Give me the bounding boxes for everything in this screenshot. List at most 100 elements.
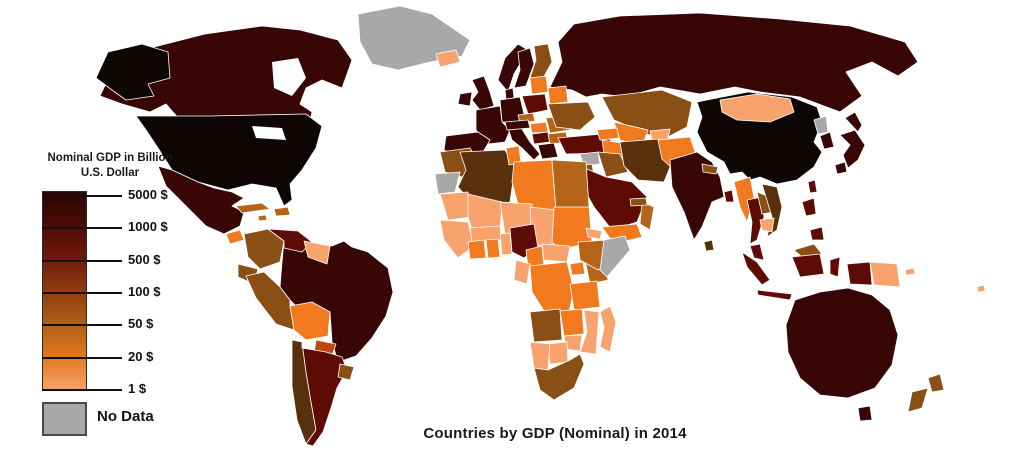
country-brazil (279, 240, 394, 363)
country-japan-honshu (839, 129, 866, 169)
legend-tick-label: 50 $ (128, 316, 154, 332)
country-hispaniola (273, 206, 291, 217)
country-united-kingdom (471, 75, 495, 111)
country-uganda (569, 261, 586, 276)
country-sudan (551, 206, 593, 251)
country-philippines-mindanao (809, 226, 825, 241)
country-mongolia (719, 93, 795, 123)
country-western-sahara (434, 171, 461, 195)
country-iceland (435, 49, 461, 68)
country-dr-congo (529, 261, 575, 315)
country-japan-kyushu (834, 161, 848, 175)
country-madagascar (599, 305, 617, 353)
country-sri-lanka (703, 239, 715, 252)
country-alaska-united-states (95, 43, 171, 101)
legend-tick-label: 100 $ (128, 283, 161, 299)
country-argentina (301, 341, 348, 447)
country-greece (537, 142, 559, 160)
country-guyana-suriname (303, 240, 331, 265)
country-ireland (457, 91, 473, 107)
country-serbia-balkans (531, 131, 551, 145)
country-angola (529, 308, 563, 343)
country-guatemala (225, 229, 245, 245)
country-uruguay (337, 363, 355, 381)
country-nepal (701, 163, 719, 175)
legend-tick-label: 500 $ (128, 251, 161, 267)
legend-tick-label: 1 $ (128, 380, 147, 396)
country-eritrea (585, 227, 603, 240)
country-senegal-guinea (439, 219, 475, 259)
country-indonesia-sulawesi (829, 256, 841, 278)
no-data-label: No Data (97, 408, 154, 425)
country-iraq (597, 151, 629, 178)
country-north-korea (813, 115, 829, 135)
country-ivory-coast (467, 239, 487, 260)
country-austria-switzerland (504, 119, 531, 131)
country-sweden (513, 47, 535, 89)
country-mozambique (579, 309, 600, 355)
country-denmark (504, 87, 515, 100)
country-bolivia (289, 301, 331, 341)
legend-tick-line (42, 356, 122, 359)
country-philippines-luzon (801, 197, 817, 217)
country-south-korea (819, 131, 835, 150)
country-fiji (976, 284, 986, 293)
legend-title-line2: U.S. Dollar (80, 166, 140, 179)
country-mexico (157, 165, 245, 235)
country-mauritania (439, 191, 473, 221)
country-japan-hokkaido (844, 111, 863, 133)
country-bangladesh (723, 189, 735, 203)
country-central-african-republic (541, 243, 571, 263)
map-title: Countries by GDP (Nominal) in 2014 (423, 425, 687, 442)
legend-tick-line (42, 195, 122, 197)
country-indonesia-sumatra (741, 251, 771, 286)
country-somalia (599, 235, 631, 278)
country-hudson-bay (272, 58, 306, 96)
country-baltic-states (529, 75, 549, 95)
country-new-zealand-south (907, 387, 929, 413)
country-south-africa (533, 353, 585, 401)
legend-tick-line (42, 388, 122, 391)
country-zambia (559, 308, 585, 337)
country-jamaica (257, 214, 268, 222)
legend-tick-label: 1000 $ (128, 219, 168, 235)
country-vietnam (761, 183, 783, 238)
country-east-malaysia (793, 243, 823, 258)
country-iran (619, 138, 673, 183)
country-tanzania (569, 280, 601, 311)
country-india (669, 151, 725, 241)
no-data-swatch (42, 402, 87, 436)
country-caucasus (596, 127, 620, 141)
country-indonesia-kalimantan (791, 253, 825, 278)
legend-tick-line (42, 259, 122, 262)
country-ghana (485, 238, 501, 259)
country-cambodia (759, 217, 775, 233)
country-papua-new-guinea (869, 261, 901, 288)
legend-tick-label: 20 $ (128, 348, 154, 364)
legend-tick-line (42, 291, 122, 294)
country-togo-benin (499, 232, 513, 256)
country-venezuela (267, 228, 313, 253)
legend-tick-line (42, 324, 122, 327)
country-egypt (551, 159, 590, 211)
country-cuba (235, 202, 271, 214)
country-uae-qatar (629, 197, 648, 207)
country-new-zealand-north (927, 373, 945, 393)
country-great-lakes (252, 126, 286, 140)
country-tasmania (857, 405, 873, 422)
country-hungary (529, 121, 549, 134)
country-belarus (547, 85, 569, 105)
legend-tick-line (42, 227, 122, 230)
country-gabon-congo (513, 259, 531, 285)
legend-title-line1: Nominal GDP in Billion (47, 152, 173, 164)
country-taiwan (807, 179, 818, 194)
country-ukraine (547, 101, 596, 131)
country-solomon-islands (904, 267, 916, 276)
legend-tick-label: 5000 $ (128, 187, 168, 202)
legend-title: Nominal GDP in Billion U.S. Dollar (25, 151, 195, 181)
country-kazakhstan (601, 89, 693, 141)
country-malaysia-peninsula (749, 243, 765, 261)
country-poland (521, 93, 549, 115)
